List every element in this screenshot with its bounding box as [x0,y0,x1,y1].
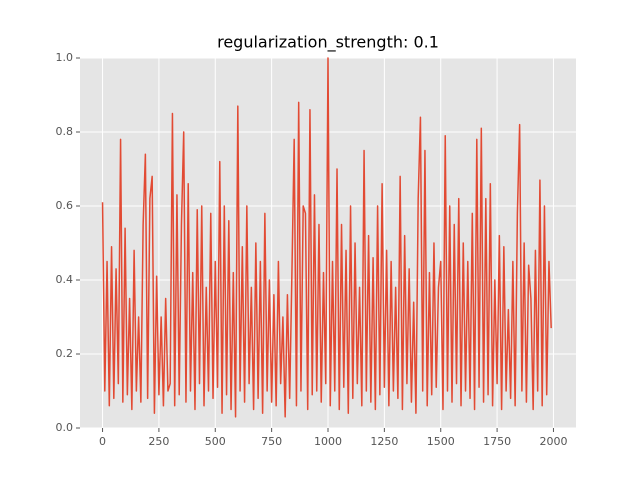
line-series [101,57,552,418]
y-tick-label: 0.2 [56,347,74,360]
x-tick-label: 1000 [314,435,342,448]
x-tick-label: 2000 [539,435,567,448]
x-tick-label: 0 [99,435,106,448]
x-tick-label: 250 [148,435,169,448]
x-tick-label: 750 [261,435,282,448]
x-tick-label: 1250 [370,435,398,448]
chart-title: regularization_strength: 0.1 [217,33,439,53]
y-tick-label: 0.4 [56,273,74,286]
y-tick-label: 0.8 [56,125,74,138]
x-tick-label: 1750 [483,435,511,448]
y-tick-label: 0.6 [56,199,74,212]
y-tick-label: 0.0 [56,421,74,434]
y-tick-label: 1.0 [56,51,74,64]
x-tick-label: 1500 [427,435,455,448]
x-tick-label: 500 [205,435,226,448]
